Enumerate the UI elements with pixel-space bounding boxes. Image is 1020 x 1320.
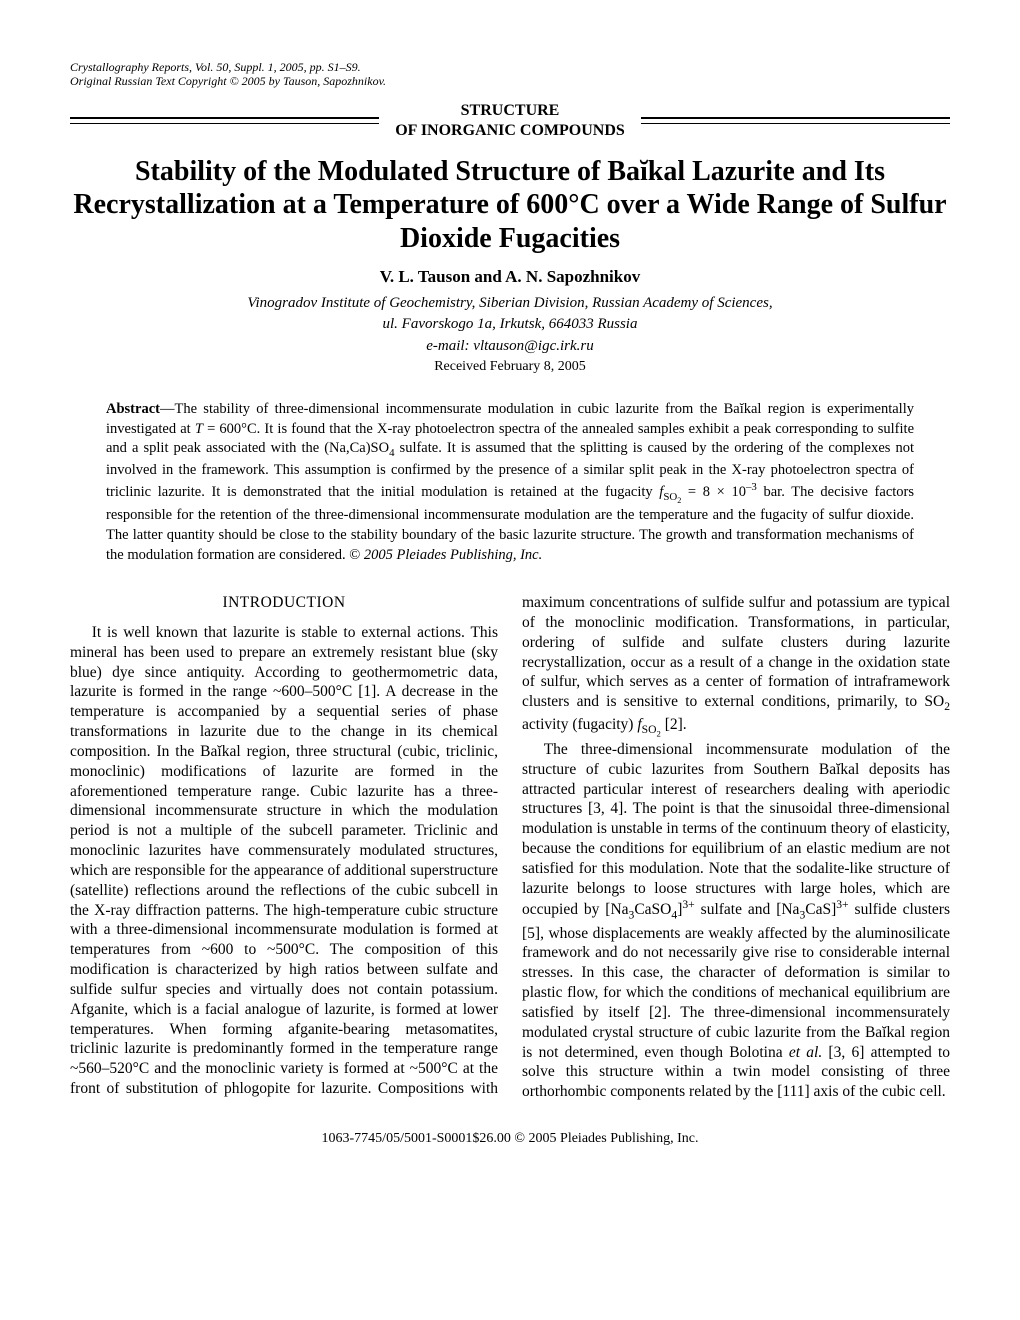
abstract-label: Abstract xyxy=(106,401,160,417)
rule-left xyxy=(70,117,379,124)
abstract-body: —The stability of three-dimensional inco… xyxy=(106,401,914,562)
section-label: STRUCTURE OF INORGANIC COMPOUNDS xyxy=(70,101,950,141)
received-date: Received February 8, 2005 xyxy=(70,358,950,376)
affiliation-line1: Vinogradov Institute of Geochemistry, Si… xyxy=(70,294,950,314)
body-columns: INTRODUCTION It is well known that lazur… xyxy=(70,593,950,1102)
journal-header: Crystallography Reports, Vol. 50, Suppl.… xyxy=(70,60,950,89)
body-paragraph-2: The three-dimensional incommensurate mod… xyxy=(522,740,950,1102)
journal-header-line2: Original Russian Text Copyright © 2005 b… xyxy=(70,74,950,88)
section-label-text: STRUCTURE OF INORGANIC COMPOUNDS xyxy=(379,101,641,141)
abstract: Abstract—The stability of three-dimensio… xyxy=(106,400,914,565)
affiliation-line2: ul. Favorskogo 1a, Irkutsk, 664033 Russi… xyxy=(70,315,950,335)
paper-title: Stability of the Modulated Structure of … xyxy=(70,155,950,256)
section-label-line1: STRUCTURE xyxy=(461,102,560,119)
paper-authors: V. L. Tauson and A. N. Sapozhnikov xyxy=(70,266,950,288)
section-label-line2: OF INORGANIC COMPOUNDS xyxy=(395,122,625,139)
introduction-heading: INTRODUCTION xyxy=(70,593,498,613)
journal-header-line1: Crystallography Reports, Vol. 50, Suppl.… xyxy=(70,60,950,74)
page-footer: 1063-7745/05/5001-S0001$26.00 © 2005 Ple… xyxy=(70,1130,950,1148)
author-email: e-mail: vltauson@igc.irk.ru xyxy=(70,337,950,357)
rule-right xyxy=(641,117,950,124)
